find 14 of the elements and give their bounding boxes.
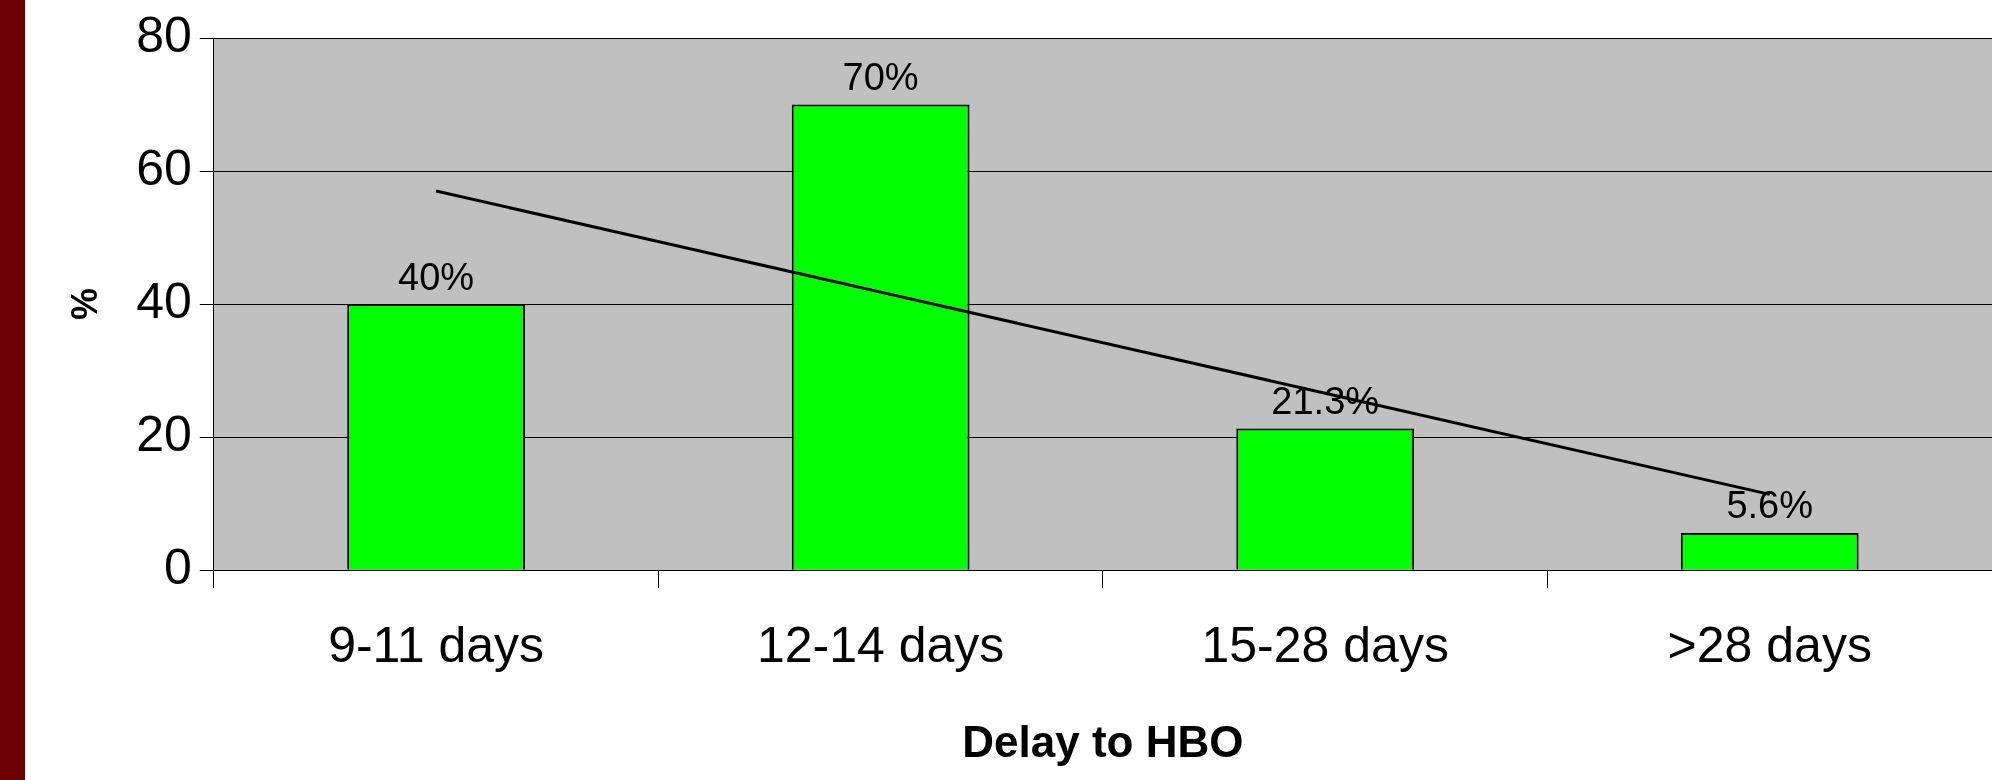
y-tick-label: 40 (136, 272, 192, 329)
data-label: 5.6% (1726, 484, 1814, 527)
x-tick-label: 12-14 days (756, 616, 1005, 673)
y-tick-label: 60 (136, 139, 192, 196)
x-tick-label: >28 days (1667, 616, 1872, 673)
data-label: 40% (398, 255, 475, 298)
y-tick-label: 80 (136, 6, 192, 63)
x-tick-label: 15-28 days (1201, 616, 1449, 673)
y-tick-label: 0 (164, 538, 192, 595)
x-axis-title: Delay to HBO (962, 716, 1244, 766)
x-tick-label: 9-11 days (328, 616, 545, 673)
y-axis-title: % (63, 288, 105, 321)
data-label: 70% (842, 56, 919, 99)
y-tick-label: 20 (136, 405, 192, 462)
